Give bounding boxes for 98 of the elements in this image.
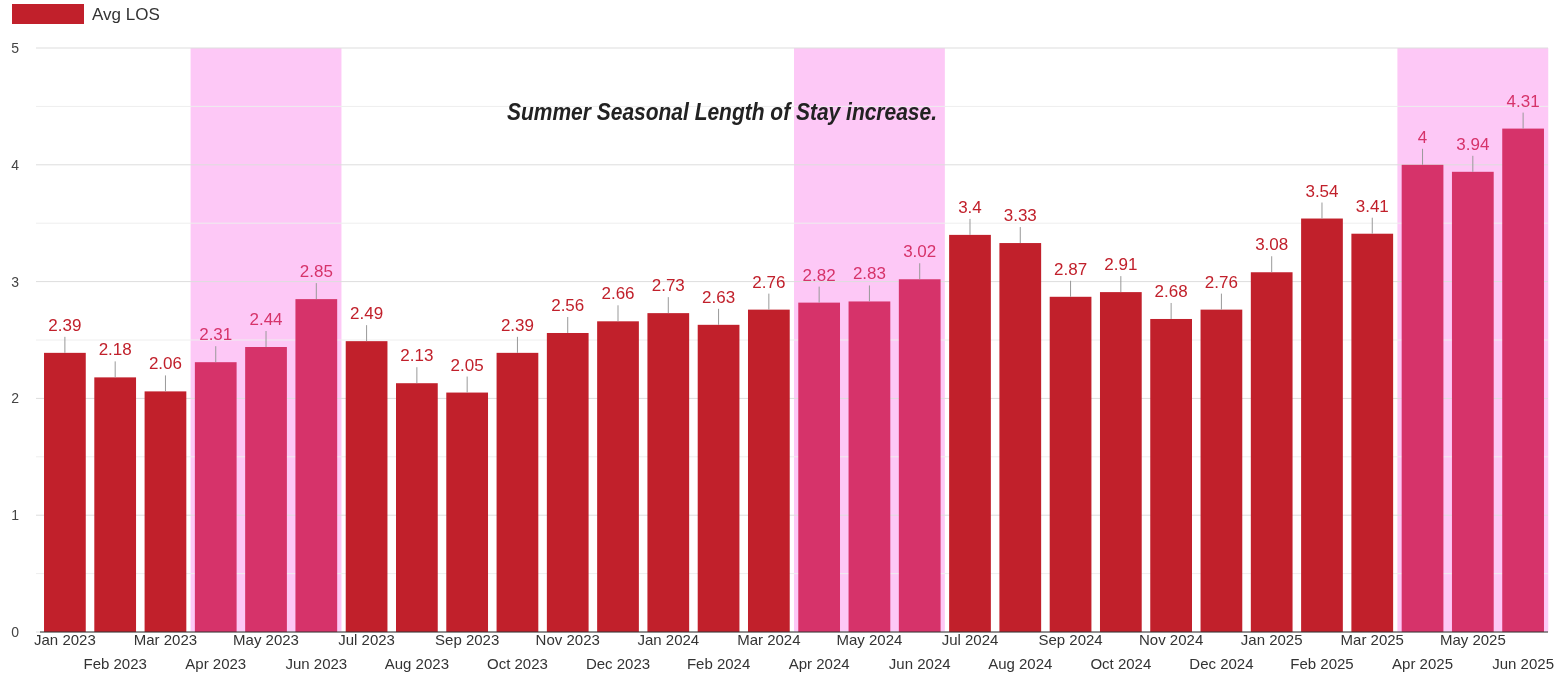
- data-label: 2.83: [852, 264, 886, 284]
- x-tick-label: Mar 2023: [133, 631, 198, 648]
- data-label: 2.76: [1204, 272, 1238, 292]
- bar: [1502, 128, 1544, 632]
- bar: [1049, 296, 1092, 632]
- x-tick-label: Dec 2024: [1189, 655, 1254, 672]
- data-label: 3.94: [1456, 134, 1490, 154]
- bar: [647, 313, 690, 632]
- x-tick-label: Sep 2023: [435, 631, 500, 648]
- data-label: 2.31: [199, 325, 233, 345]
- bar: [1099, 292, 1142, 632]
- data-label: 2.85: [299, 262, 333, 282]
- x-tick-label: Apr 2023: [185, 655, 247, 672]
- data-label: 4: [1417, 127, 1428, 147]
- x-tick-label: Jul 2024: [941, 631, 999, 648]
- y-tick-label: 5: [11, 39, 20, 56]
- bar: [1351, 233, 1394, 632]
- x-tick-label: Jun 2025: [1492, 655, 1554, 672]
- data-label: 2.44: [249, 310, 283, 330]
- data-label: 2.39: [48, 315, 82, 335]
- data-label: 2.91: [1104, 255, 1138, 275]
- bar: [747, 309, 790, 632]
- bar: [194, 362, 237, 632]
- x-tick-label: Oct 2024: [1090, 655, 1152, 672]
- x-tick-label: May 2025: [1439, 631, 1506, 648]
- x-tick-label: Mar 2024: [737, 631, 801, 648]
- bar: [1451, 171, 1494, 632]
- data-label: 2.56: [551, 295, 585, 315]
- x-tick-label: Dec 2023: [585, 655, 651, 672]
- data-label: 2.39: [500, 315, 534, 335]
- y-tick-label: 4: [11, 156, 20, 173]
- x-tick-label: Feb 2023: [83, 655, 147, 672]
- x-tick-label: Nov 2023: [535, 631, 600, 648]
- data-label: 2.73: [651, 276, 685, 296]
- data-label: 3.33: [1003, 206, 1037, 226]
- data-label: 2.18: [98, 340, 132, 360]
- bar: [949, 234, 991, 632]
- x-tick-label: Jun 2024: [888, 655, 951, 672]
- x-tick-label: Jan 2024: [637, 631, 700, 648]
- bar: [1301, 218, 1343, 632]
- data-label: 3.4: [958, 197, 982, 217]
- y-tick-label: 3: [11, 273, 20, 290]
- data-label: 3.54: [1305, 181, 1339, 201]
- x-tick-label: Apr 2025: [1392, 655, 1453, 672]
- x-tick-label: Sep 2024: [1038, 631, 1103, 648]
- x-tick-label: Jan 2025: [1240, 631, 1303, 648]
- bar: [396, 383, 438, 632]
- x-tick-label: Nov 2024: [1139, 631, 1204, 648]
- x-tick-label: Feb 2024: [686, 655, 751, 672]
- x-tick-label: Mar 2025: [1340, 631, 1404, 648]
- data-label: 2.49: [350, 304, 384, 324]
- y-tick-label: 2: [11, 390, 20, 407]
- x-tick-label: Aug 2024: [988, 655, 1053, 672]
- x-tick-label: Aug 2023: [384, 655, 449, 672]
- bar: [798, 302, 841, 632]
- x-tick-label: Feb 2025: [1290, 655, 1354, 672]
- bar: [999, 243, 1042, 632]
- bar: [1250, 272, 1293, 632]
- bar: [446, 392, 489, 632]
- data-label: 2.76: [752, 272, 786, 292]
- data-label: 2.87: [1054, 259, 1088, 279]
- legend-label: Avg LOS: [92, 5, 160, 24]
- data-label: 4.31: [1506, 91, 1540, 111]
- data-label: 2.68: [1154, 281, 1188, 301]
- data-label: 2.05: [450, 355, 484, 375]
- bar: [245, 347, 287, 632]
- data-label: 2.06: [148, 354, 182, 374]
- bar: [94, 377, 137, 632]
- x-tick-label: Jun 2023: [285, 655, 348, 672]
- data-label: 2.66: [601, 284, 635, 304]
- bar: [44, 352, 86, 632]
- bar: [295, 299, 338, 632]
- data-label: 2.82: [802, 265, 836, 285]
- x-tick-label: Jul 2023: [338, 631, 395, 648]
- bar: [697, 324, 740, 632]
- x-tick-label: May 2023: [233, 631, 299, 648]
- bar: [345, 341, 388, 632]
- bar: [1401, 164, 1444, 632]
- data-label: 3.41: [1355, 196, 1389, 216]
- x-tick-label: May 2024: [836, 631, 903, 648]
- bar: [1150, 318, 1192, 632]
- x-tick-label: Jan 2023: [34, 631, 96, 648]
- bar: [546, 332, 589, 632]
- x-tick-label: Apr 2024: [788, 655, 850, 672]
- data-label: 3.08: [1255, 235, 1289, 255]
- bar: [144, 391, 187, 632]
- data-label: 2.63: [702, 287, 736, 307]
- x-tick-label: Oct 2023: [487, 655, 548, 672]
- bar: [597, 321, 639, 632]
- bar: [898, 279, 941, 632]
- bar: [1200, 309, 1243, 632]
- data-label: 2.13: [400, 346, 434, 366]
- data-label: 3.02: [903, 242, 937, 262]
- annotation: Summer Seasonal Length of Stay increase.: [507, 98, 1000, 125]
- bar: [496, 352, 539, 632]
- bar: [848, 301, 891, 632]
- y-tick-label: 0: [11, 623, 20, 640]
- y-tick-label: 1: [11, 507, 20, 524]
